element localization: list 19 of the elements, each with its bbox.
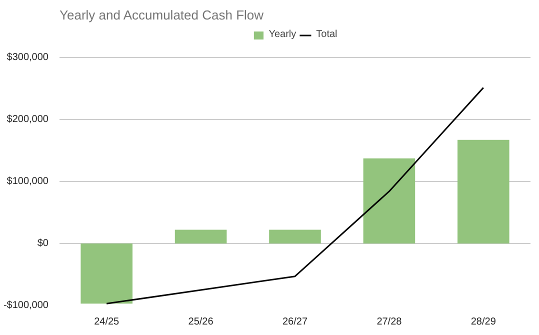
legend-label: Total (316, 29, 338, 40)
x-tick-label: 26/27 (282, 316, 308, 328)
y-tick-label: -$100,000 (3, 300, 49, 311)
bar (269, 230, 321, 244)
line-series (106, 86, 484, 304)
bar (363, 158, 416, 244)
bar (174, 230, 227, 244)
y-tick-label: $200,000 (6, 114, 49, 125)
x-tick-label: 25/26 (188, 316, 214, 328)
x-tick-label: 24/25 (94, 316, 120, 328)
chart-title: Yearly and Accumulated Cash Flow (60, 8, 264, 22)
legend-label: Yearly (268, 29, 296, 40)
x-tick-label: 28/29 (470, 316, 496, 328)
y-tick-label: $0 (37, 238, 49, 249)
bar (457, 140, 510, 244)
y-tick-label: $100,000 (6, 176, 49, 187)
x-tick-label: 27/28 (376, 316, 402, 328)
bar (80, 243, 133, 304)
y-tick-label: $300,000 (6, 52, 49, 63)
